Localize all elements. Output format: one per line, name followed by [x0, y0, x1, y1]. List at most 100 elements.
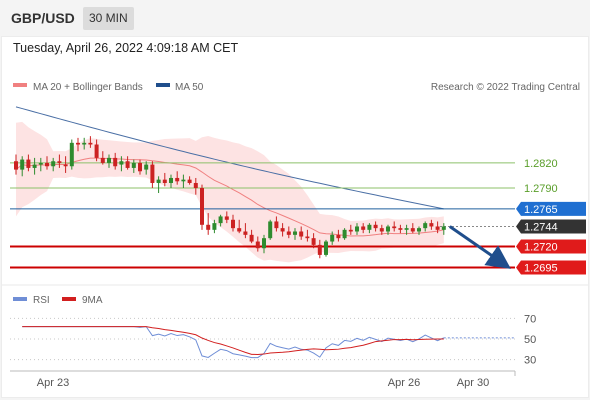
rsi-pane[interactable]: 70 50 30 — [10, 313, 536, 367]
candle-body — [305, 236, 310, 239]
candle-body — [379, 228, 384, 232]
candle-body — [336, 234, 341, 239]
candle-body — [82, 142, 87, 145]
level-label-resistance-2: 1.2820 — [524, 158, 558, 170]
candle-body — [26, 159, 31, 168]
rsi-tick-label: 50 — [524, 334, 536, 346]
candle-body — [249, 234, 254, 242]
level-tag-target-2 — [516, 260, 586, 275]
candle-body — [330, 234, 335, 242]
candle-body — [119, 161, 124, 165]
candle-body — [125, 161, 130, 168]
level-label-resistance-1: 1.2790 — [524, 183, 558, 195]
candle-body — [293, 231, 297, 235]
candle-body — [181, 179, 186, 182]
level-label-target-2: 1.2695 — [524, 262, 558, 274]
ma9-legend-swatch — [62, 297, 76, 301]
level-label-target-1: 1.2720 — [524, 242, 558, 254]
candle-body — [156, 179, 161, 183]
bollinger-band — [16, 121, 444, 263]
candle-body — [131, 162, 136, 168]
candle-body — [51, 161, 56, 167]
candle-body — [355, 226, 359, 232]
candle-body — [373, 224, 378, 229]
candle-body — [280, 228, 285, 232]
candle-body — [193, 182, 198, 188]
rsi-tick-label: 30 — [524, 355, 536, 367]
candle-body — [268, 221, 273, 239]
ma9-legend-label: 9MA — [82, 295, 103, 306]
candle-body — [429, 223, 434, 227]
candle-body — [255, 241, 260, 249]
candle-body — [435, 226, 440, 230]
level-tag-last-price — [516, 219, 586, 234]
level-tag-pivot — [516, 201, 586, 216]
ma20-legend-swatch — [13, 83, 27, 87]
candle-body — [237, 228, 242, 232]
ma50-legend-label: MA 50 — [175, 82, 204, 93]
forecast-arrow — [448, 225, 511, 269]
candle-body — [138, 162, 142, 172]
candle-body — [262, 238, 266, 249]
candle-body — [57, 161, 62, 163]
rsi-tick-label: 70 — [524, 313, 536, 325]
candle-body — [404, 228, 409, 230]
candle-body — [76, 142, 80, 145]
candle-body — [361, 226, 366, 230]
level-label-last-price: 1.2744 — [524, 221, 558, 233]
candle-body — [342, 229, 347, 239]
x-tick-apr23: Apr 23 — [37, 377, 69, 389]
candle-body — [20, 159, 25, 170]
candle-body — [45, 162, 49, 167]
candle-body — [386, 226, 390, 232]
candle-body — [243, 231, 248, 235]
ma20-legend-label: MA 20 + Bollinger Bands — [33, 82, 143, 93]
symbol-label: GBP/USD — [11, 10, 75, 26]
candle-body — [144, 164, 149, 170]
candle-body — [423, 223, 428, 229]
ma50-legend-swatch — [156, 83, 170, 87]
candle-body — [200, 188, 204, 225]
candle-body — [162, 179, 167, 183]
candle-body — [274, 221, 279, 229]
rsi-legend-label: RSI — [33, 295, 50, 306]
candle-body — [417, 228, 421, 232]
candle-body — [14, 161, 18, 170]
candle-body — [169, 177, 173, 183]
rsi-ma9-line — [22, 326, 444, 356]
candle-body — [212, 223, 217, 230]
candle-body — [150, 164, 155, 183]
candle-body — [113, 157, 118, 167]
timeframe-button[interactable]: 30 MIN — [83, 7, 134, 30]
candle-body — [206, 224, 211, 230]
candle-body — [187, 179, 192, 183]
candle-body — [398, 228, 403, 230]
candle-body — [224, 216, 229, 220]
candle-body — [175, 177, 180, 182]
candle-body — [88, 142, 93, 145]
candle-body — [367, 224, 372, 230]
candle-body — [441, 226, 446, 230]
candle-body — [311, 238, 316, 245]
candle-body — [410, 228, 415, 232]
candle-body — [38, 162, 43, 165]
level-tag-target-1 — [516, 239, 586, 254]
candle-body — [231, 219, 235, 229]
copyright-label: Research © 2022 Trading Central — [431, 82, 580, 93]
x-tick-apr26: Apr 26 — [388, 377, 420, 389]
datetime-label: Tuesday, April 26, 2022 4:09:18 AM CET — [13, 41, 239, 55]
x-tick-apr30: Apr 30 — [457, 377, 489, 389]
candle-body — [32, 164, 37, 168]
price-pane[interactable]: 1.2820 1.2790 1.2765 1.2744 1.2720 1.2695 — [10, 106, 586, 275]
chart-header: GBP/USD 30 MIN — [0, 0, 590, 36]
candle-body — [392, 226, 397, 229]
rsi-legend-swatch — [13, 297, 27, 301]
candle-body — [69, 142, 74, 167]
candle-body — [348, 229, 353, 232]
level-label-pivot: 1.2765 — [524, 204, 558, 216]
candle-body — [317, 244, 322, 255]
candle-body — [94, 144, 99, 158]
candle-body — [107, 157, 111, 163]
rsi-line — [22, 326, 445, 359]
